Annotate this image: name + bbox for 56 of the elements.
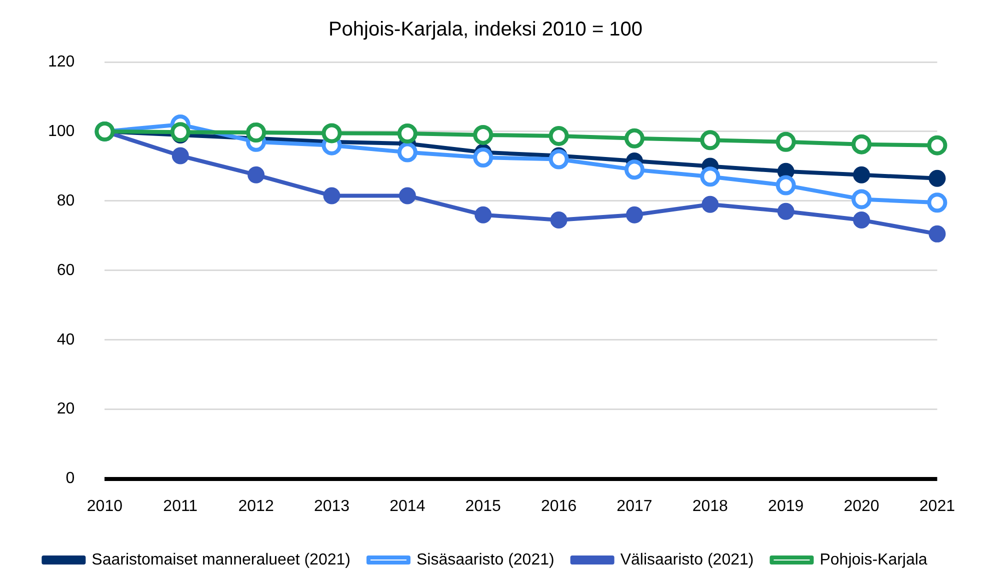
y-tick-label: 100	[48, 122, 75, 140]
point	[776, 175, 796, 196]
x-tick-label: 2018	[692, 498, 728, 515]
point	[550, 212, 568, 229]
point	[928, 170, 946, 187]
x-tick-label: 2019	[768, 498, 804, 515]
x-tick-label: 2010	[86, 498, 123, 515]
point	[398, 187, 416, 204]
point	[927, 192, 948, 213]
legend-label: Sisäsaaristo (2021)	[416, 551, 554, 568]
point	[624, 128, 644, 148]
legend-label: Pohjois-Karjala	[820, 551, 928, 568]
point	[246, 122, 266, 143]
point	[323, 187, 340, 204]
y-tick-label: 60	[56, 262, 75, 279]
x-tick-label: 2013	[314, 498, 350, 515]
y-tick-label: 0	[66, 470, 75, 488]
point	[852, 189, 872, 210]
point	[853, 212, 870, 229]
x-tick-label: 2015	[465, 498, 502, 515]
point	[624, 160, 644, 180]
y-tick-label: 40	[56, 331, 75, 348]
point	[777, 202, 794, 220]
point	[927, 135, 948, 156]
point	[702, 196, 719, 213]
point	[473, 124, 494, 145]
point	[700, 130, 720, 150]
point	[548, 126, 569, 146]
point	[852, 134, 872, 154]
legend-label: Välisaaristo (2021)	[620, 551, 754, 568]
point	[853, 166, 870, 184]
x-tick-label: 2016	[540, 498, 577, 515]
x-tick-label: 2021	[919, 498, 956, 515]
point	[397, 142, 418, 162]
point	[170, 122, 190, 142]
x-tick-label: 2014	[390, 498, 426, 515]
point	[473, 148, 494, 168]
point	[776, 132, 796, 152]
point	[700, 166, 720, 187]
point	[322, 123, 342, 144]
point	[172, 147, 189, 164]
point	[397, 124, 418, 144]
y-tick-label: 120	[48, 53, 75, 70]
legend-label: Saaristomaiset manneralueet (2021)	[92, 551, 350, 568]
chart-title: Pohjois-Karjala, indeksi 2010 = 100	[328, 18, 643, 41]
y-tick-label: 20	[56, 400, 75, 418]
point	[548, 149, 569, 170]
x-tick-label: 2012	[238, 498, 274, 515]
point	[474, 206, 492, 224]
point	[248, 166, 265, 184]
point	[626, 206, 643, 224]
y-tick-label: 80	[56, 192, 75, 210]
x-tick-label: 2020	[844, 498, 880, 515]
x-tick-label: 2011	[163, 498, 198, 515]
x-tick-label: 2017	[616, 498, 652, 515]
point	[928, 225, 946, 242]
